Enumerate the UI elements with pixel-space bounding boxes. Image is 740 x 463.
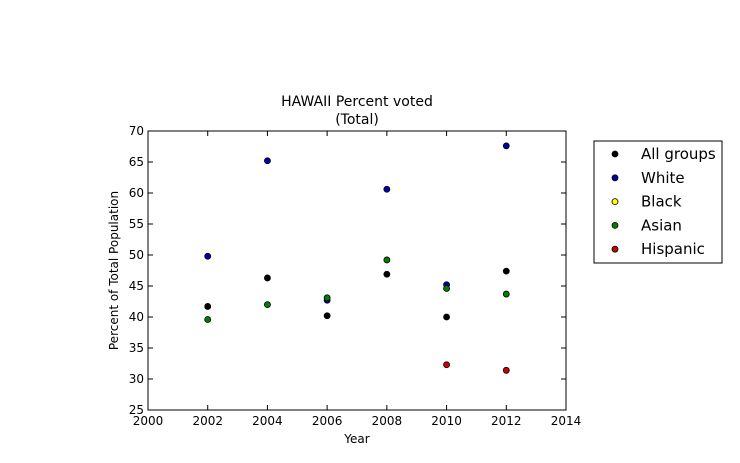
legend-marker [611, 150, 619, 158]
data-point [502, 142, 510, 150]
data-point [502, 366, 510, 374]
y-tick-label: 30 [129, 372, 144, 386]
data-point [502, 290, 510, 298]
y-tick-label: 55 [129, 217, 144, 231]
y-tick-label: 65 [129, 155, 144, 169]
data-point [443, 361, 450, 369]
legend: All groups White Black Asian Hispanic [593, 140, 723, 264]
y-tick-label: 70 [129, 124, 144, 138]
y-tick-label: 35 [129, 341, 144, 355]
data-point [264, 274, 271, 282]
data-points [204, 142, 510, 374]
x-tick-label: 2012 [491, 414, 522, 428]
data-point [323, 312, 331, 320]
chart-title-line2: (Total) [335, 112, 379, 128]
data-point [502, 267, 510, 275]
data-point [264, 157, 271, 165]
x-axis: 2000 2002 2004 2006 2008 2010 2012 2014 [133, 131, 582, 428]
x-tick-label: 2006 [312, 414, 343, 428]
y-tick-label: 40 [129, 310, 144, 324]
data-point [383, 270, 391, 278]
data-point [204, 316, 212, 323]
data-point [443, 285, 450, 292]
data-point [204, 303, 212, 310]
x-axis-label: Year [343, 432, 369, 446]
y-tick-label: 45 [129, 279, 144, 293]
x-tick-label: 2000 [133, 414, 164, 428]
x-tick-label: 2004 [252, 414, 283, 428]
legend-marker [611, 245, 619, 253]
x-tick-label: 2002 [192, 414, 223, 428]
legend-label: All groups [641, 145, 716, 163]
x-tick-label: 2014 [551, 414, 582, 428]
data-point [443, 313, 450, 321]
y-axis: 25 30 35 40 45 50 55 60 65 70 [129, 124, 566, 417]
data-point [204, 252, 212, 260]
y-tick-label: 60 [129, 186, 144, 200]
legend-label: Asian [641, 216, 682, 234]
legend-label: Black [641, 193, 682, 211]
y-axis-label: Percent of Total Population [107, 191, 121, 350]
x-tick-label: 2008 [372, 414, 403, 428]
data-point [383, 256, 391, 264]
data-point [383, 185, 391, 193]
data-point [323, 294, 331, 302]
legend-marker [611, 221, 619, 229]
y-tick-label: 50 [129, 248, 144, 262]
legend-label: Hispanic [641, 240, 705, 258]
plot-area [147, 130, 567, 411]
x-tick-label: 2010 [431, 414, 462, 428]
legend-marker [611, 198, 619, 206]
chart-title-line1: HAWAII Percent voted [281, 94, 433, 110]
data-point [264, 301, 271, 309]
legend-label: White [641, 169, 685, 187]
y-tick-label: 25 [129, 403, 144, 417]
legend-marker [611, 174, 619, 182]
